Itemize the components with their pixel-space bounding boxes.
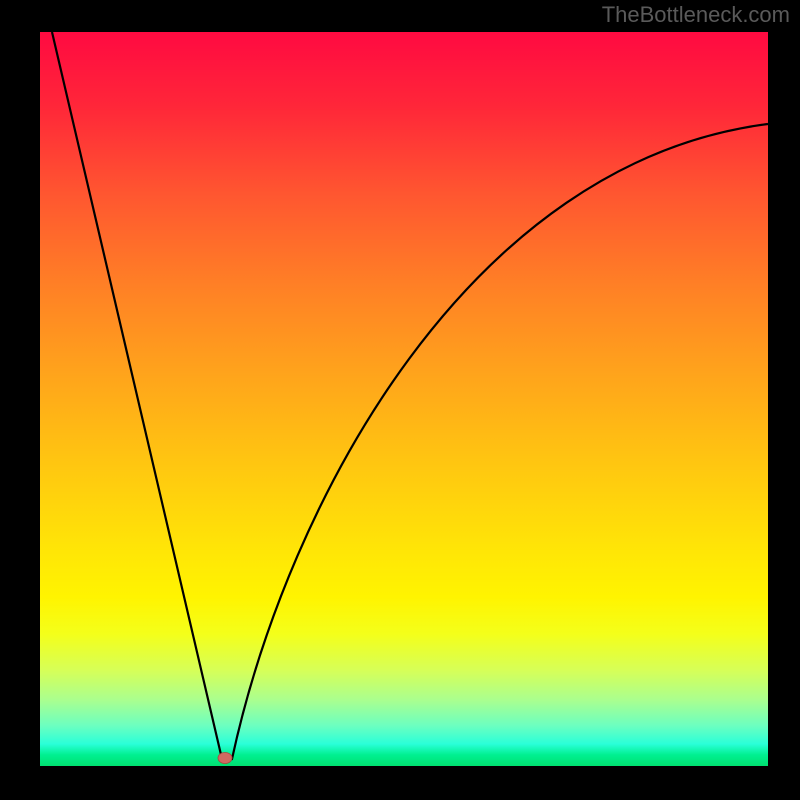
- watermark-text: TheBottleneck.com: [602, 2, 790, 28]
- chart-container: TheBottleneck.com: [0, 0, 800, 800]
- optimal-point-marker: [218, 753, 232, 764]
- plot-background: [40, 32, 768, 766]
- bottleneck-chart: [0, 0, 800, 800]
